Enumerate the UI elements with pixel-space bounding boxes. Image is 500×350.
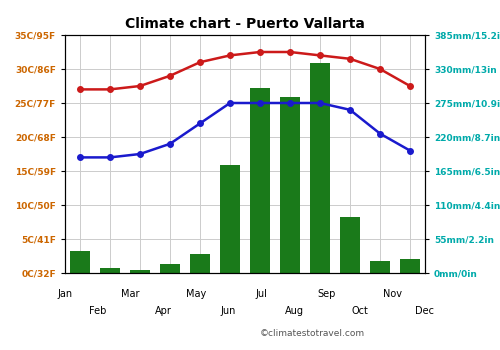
Bar bbox=[130, 270, 150, 273]
Title: Climate chart - Puerto Vallarta: Climate chart - Puerto Vallarta bbox=[125, 17, 365, 31]
Text: Aug: Aug bbox=[284, 306, 304, 316]
Text: Mar: Mar bbox=[121, 289, 140, 299]
Text: Jun: Jun bbox=[221, 306, 236, 316]
Text: Jan: Jan bbox=[58, 289, 72, 299]
Bar bbox=[340, 217, 360, 273]
Text: Nov: Nov bbox=[383, 289, 402, 299]
Bar bbox=[220, 165, 240, 273]
Bar bbox=[190, 254, 210, 273]
Bar bbox=[280, 97, 300, 273]
Text: Sep: Sep bbox=[318, 289, 336, 299]
Text: Jul: Jul bbox=[256, 289, 268, 299]
Bar bbox=[310, 63, 330, 273]
Text: Feb: Feb bbox=[89, 306, 106, 316]
Bar bbox=[370, 261, 390, 273]
Bar bbox=[160, 264, 180, 273]
Text: ©climatestotravel.com: ©climatestotravel.com bbox=[260, 329, 365, 338]
Bar bbox=[70, 251, 90, 273]
Text: Oct: Oct bbox=[351, 306, 368, 316]
Text: Apr: Apr bbox=[154, 306, 172, 316]
Bar bbox=[400, 259, 420, 273]
Text: Dec: Dec bbox=[416, 306, 434, 316]
Bar bbox=[100, 268, 120, 273]
Bar bbox=[250, 88, 270, 273]
Text: May: May bbox=[186, 289, 206, 299]
